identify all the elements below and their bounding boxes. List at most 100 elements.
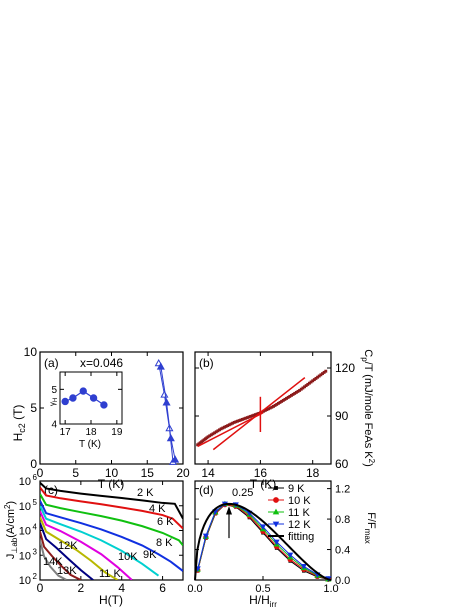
y-tick-label: 10 [19,526,31,538]
cp-point [291,392,295,396]
pinning-series-line [197,503,329,579]
panel-d: (d) F/Fmax H/Hirr 0.25 0.0 0.5 1.00.00.40.… [187,480,377,609]
gamma-point [69,394,77,402]
cp-point [216,429,220,433]
cp-point [301,386,305,390]
cp-point [298,388,302,392]
cp-point [232,420,236,424]
cp-point [316,375,320,379]
cp-point [263,408,267,412]
cp-point [218,428,221,432]
jc-curve-label: 12K [58,540,78,552]
cp-point [224,424,228,428]
x-tick-label: 0.0 [187,583,202,595]
cp-point [211,432,215,436]
cp-point [293,391,297,395]
legend-swatch-marker [274,486,278,490]
jc-curve [40,505,160,577]
y-tick-label: 10 [19,476,31,488]
y-tick-label: 0 [30,457,37,471]
panel-a-ylabel: Hc2 (T) [11,405,27,442]
cp-point [213,431,217,435]
jc-curve-label: 13K [57,565,77,577]
cp-point [307,381,311,385]
cp-point [209,433,213,437]
y-tick-label: 5 [30,401,37,415]
panel-b-ylabel: Cp/T (mJ/mole FeAs K2) [360,349,376,467]
cp-point [304,384,308,388]
y-tick-label: 60 [335,457,349,471]
panel-b-label: (b) [199,356,214,370]
hc2-point [166,434,175,442]
fitting-curve [194,502,332,581]
y-tick-label: 0.4 [335,544,350,556]
pinning-point [300,564,307,570]
cp-point [265,408,269,412]
cp-point [322,370,326,374]
cp-point [296,389,300,393]
jc-curve [40,531,82,580]
cp-point [229,422,233,426]
cp-point [252,413,256,417]
cp-point [319,373,323,377]
x-tick-label: 15 [141,466,155,480]
y-tick-label: 10 [19,550,31,562]
cp-point [250,414,254,418]
cp-point [254,413,257,417]
cp-point [240,417,244,421]
cp-point [242,417,246,421]
panel-a-annotation: x=0.046 [80,356,123,370]
hc2-series-line [158,363,174,462]
cp-point [208,434,212,438]
x-tick-label: 18 [85,427,97,438]
legend-swatch-marker [272,508,280,515]
y-tick-exponent: 2 [33,572,38,581]
y-tick-exponent: 5 [33,498,38,507]
cp-point [270,405,274,409]
panel-d-ylabel: F/Fmax [363,512,377,544]
jc-curve-label: 6 K [157,516,174,528]
gamma-point [61,397,69,406]
pinning-point [273,539,280,546]
cp-point [281,398,285,402]
cp-point [324,369,328,373]
cp-point [288,394,292,398]
cp-point [214,430,218,434]
x-tick-label: 1.0 [323,583,338,595]
gamma-point [79,387,87,395]
panel-a: (a) x=0.046 Hc2 (T) T (K) 0 5 10 15 20 0 5 10 γ… [11,345,190,491]
pinning-point [259,524,267,530]
pinning-point [202,533,209,540]
cp-point [312,378,316,382]
cp-point [290,393,293,397]
cp-point [273,403,277,407]
y-tick-label: 0.8 [335,514,350,526]
x-tick-label: 0.5 [255,583,270,595]
cp-point [231,421,235,425]
y-tick-label: 5 [51,385,57,396]
legend-label: 12 K [288,519,311,531]
jc-curve-label: 4 K [149,503,166,515]
hc2-point [171,455,180,463]
legend-label: 11 K [288,507,310,519]
cp-series-line [197,370,327,446]
x-tick-label: 0 [37,466,44,480]
cp-point [237,419,241,423]
cp-point [311,379,315,383]
cp-point [234,420,238,424]
jc-curve-label: 2 K [137,487,154,499]
cp-point [249,414,253,418]
cp-point [285,396,288,400]
jc-curve [40,540,68,580]
jc-curve-label: 11 K [99,568,121,580]
cp-point [244,416,248,420]
x-tick-label: 6 [159,581,166,595]
cp-point [219,427,223,431]
y-tick-label: 10 [24,345,38,359]
panel-b-frame [194,351,332,465]
panel-c-ylabel: J⊥ab(A/cm2) [3,501,19,559]
jc-curve-label: 8 K [156,537,173,549]
y-tick-label: 120 [335,361,355,375]
